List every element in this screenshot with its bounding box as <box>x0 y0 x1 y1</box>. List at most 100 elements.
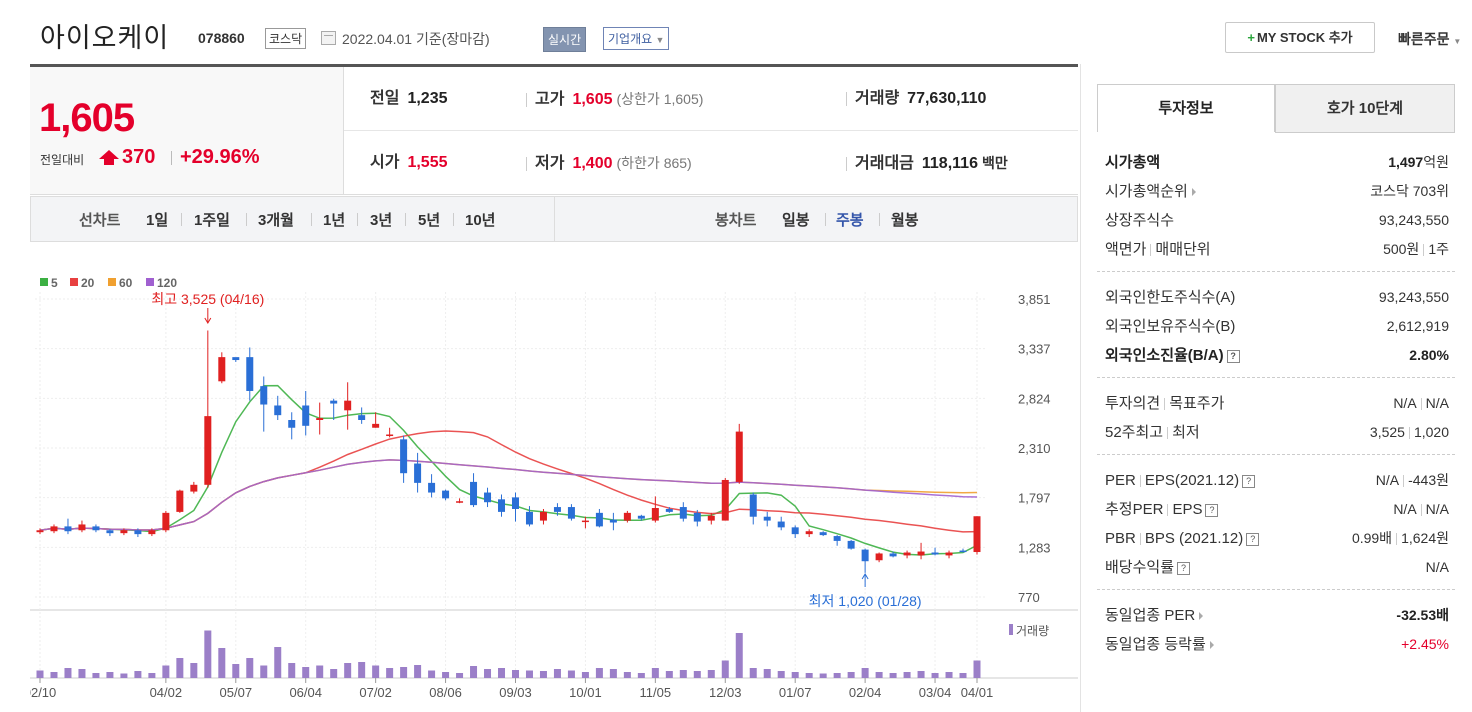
est-per-row: 추정PER EPS? N/A N/A <box>1105 495 1449 524</box>
candle-body <box>64 526 72 532</box>
industry-per-link[interactable]: 동일업종 PER <box>1105 601 1204 630</box>
period-3m[interactable]: 3개월 <box>258 212 294 229</box>
industry-rate-label: 동일업종 등락률 <box>1105 636 1206 653</box>
candle-body <box>973 516 981 553</box>
foreign-ratio-label: 외국인소진율(B/A) <box>1105 347 1224 364</box>
arrow-right-icon <box>1209 641 1214 650</box>
volume-bar <box>442 672 450 678</box>
volume-bar <box>246 658 254 678</box>
stock-chart[interactable]: 3,851 3,337 2,824 2,310 1,797 1,283 770 02/10 04… <box>30 242 1078 712</box>
est-eps-value: N/A <box>1425 501 1449 517</box>
period-1d[interactable]: 1일 <box>146 212 169 229</box>
tab-investment-info[interactable]: 투자정보 <box>1097 84 1275 133</box>
company-info-dropdown[interactable]: 기업개요 ▼ <box>603 27 670 50</box>
market-badge: 코스닥 <box>265 28 307 49</box>
chevron-down-icon: ▼ <box>1453 37 1462 46</box>
candle-body <box>330 400 338 404</box>
add-mystock-button[interactable]: + MY STOCK 추가 <box>1225 22 1375 53</box>
candle-body <box>372 423 380 428</box>
candle-body <box>176 490 184 512</box>
volume-bar <box>679 670 687 678</box>
period-5y[interactable]: 5년 <box>418 212 441 229</box>
divider <box>1167 427 1169 440</box>
w52-label-b: 최저 <box>1172 424 1200 441</box>
foreign-ratio-row: 외국인소진율(B/A)? 2.80% <box>1105 341 1449 370</box>
price-summary: 1,605 전일대비 370 +29.96% 전일 1,235 고가 1,605 (상… <box>30 64 1078 195</box>
plus-icon: + <box>1247 30 1255 45</box>
high-value: 1,605 <box>572 91 613 108</box>
per-label: PER EPS(2021.12)? <box>1105 466 1256 495</box>
volume-bar <box>134 671 142 678</box>
volume-bar <box>959 673 967 678</box>
quick-order-button[interactable]: 빠른주문 ▼ <box>1398 29 1461 49</box>
help-icon[interactable]: ? <box>1177 561 1191 575</box>
low-price: 저가 1,400 (하한가 865) <box>526 131 692 195</box>
volume-bar <box>511 670 519 678</box>
realtime-button[interactable]: 실시간 <box>543 27 587 52</box>
volume-bar <box>106 672 114 678</box>
cap-rank-link[interactable]: 시가총액순위 <box>1105 177 1196 206</box>
price-info-grid: 전일 1,235 고가 1,605 (상한가 1,605) 거래량 77,630,110… <box>344 67 1078 195</box>
est-per-label-b: EPS <box>1172 501 1203 518</box>
volume-bar <box>330 669 338 678</box>
volume-bar <box>707 670 715 678</box>
stock-code: 078860 <box>198 30 245 46</box>
candle-weekly[interactable]: 주봉 <box>836 212 864 229</box>
volume-bar <box>945 672 953 678</box>
help-icon[interactable]: ? <box>1205 503 1219 517</box>
low-value: 1,400 <box>572 155 613 172</box>
tab-order-book[interactable]: 호가 10단계 <box>1275 84 1455 133</box>
market-cap-value: 1,497억원 <box>1388 148 1449 177</box>
chart-svg[interactable]: 3,851 3,337 2,824 2,310 1,797 1,283 770 02/10 04… <box>30 242 1078 712</box>
pbr-label-b: BPS (2021.12) <box>1144 530 1244 547</box>
volume: 거래량 77,630,110 <box>846 67 986 131</box>
candle-body <box>595 512 603 527</box>
divider <box>1097 377 1455 378</box>
volume-bar <box>805 673 813 678</box>
candle-body <box>847 540 855 549</box>
divider <box>526 156 527 171</box>
industry-rate-link[interactable]: 동일업종 등락률 <box>1105 630 1214 659</box>
volume-bar <box>875 672 883 678</box>
candle-body <box>106 530 114 534</box>
candle-body <box>721 479 729 521</box>
candle-body <box>218 357 226 382</box>
period-3y[interactable]: 3년 <box>370 212 393 229</box>
volume-bar <box>36 670 44 678</box>
prev-value: 1,235 <box>407 90 448 107</box>
divider <box>311 213 312 226</box>
line-chart-label: 선차트 <box>79 212 121 229</box>
per-value-a: N/A <box>1375 472 1400 488</box>
market-cap-label: 시가총액 <box>1105 154 1161 171</box>
volume-bar <box>651 668 659 678</box>
divider <box>1097 271 1455 272</box>
volume-bar <box>595 668 603 678</box>
help-icon[interactable]: ? <box>1242 474 1256 488</box>
volume-label: 거래량 <box>855 90 900 107</box>
candle-body <box>456 501 464 503</box>
foreign-ratio-label-wrap: 외국인소진율(B/A)? <box>1105 341 1240 370</box>
period-10y[interactable]: 10년 <box>465 212 496 229</box>
market-cap-row: 시가총액 1,497억원 <box>1105 148 1449 177</box>
volume-bar <box>553 669 561 678</box>
volume-bar <box>847 672 855 678</box>
arrow-right-icon <box>1199 612 1204 621</box>
period-1y[interactable]: 1년 <box>323 212 346 229</box>
candle-body <box>791 527 799 535</box>
period-1w[interactable]: 1주일 <box>194 212 230 229</box>
candle-body <box>120 530 128 534</box>
candle-daily[interactable]: 일봉 <box>782 212 810 229</box>
help-icon[interactable]: ? <box>1246 532 1260 546</box>
candle-monthly[interactable]: 월봉 <box>891 212 919 229</box>
volume-bar <box>721 660 729 678</box>
price-diff: 370 <box>122 146 156 168</box>
divider <box>171 151 172 165</box>
w52-high: 3,525 <box>1369 424 1405 440</box>
candle-body <box>665 508 673 512</box>
help-icon[interactable]: ? <box>1226 349 1240 363</box>
divider <box>1396 533 1398 546</box>
low-annotation: 최저 1,020 (01/28) <box>809 593 922 609</box>
candle-body <box>903 552 911 556</box>
legend-swatch <box>40 278 48 286</box>
candle-body <box>386 434 394 437</box>
